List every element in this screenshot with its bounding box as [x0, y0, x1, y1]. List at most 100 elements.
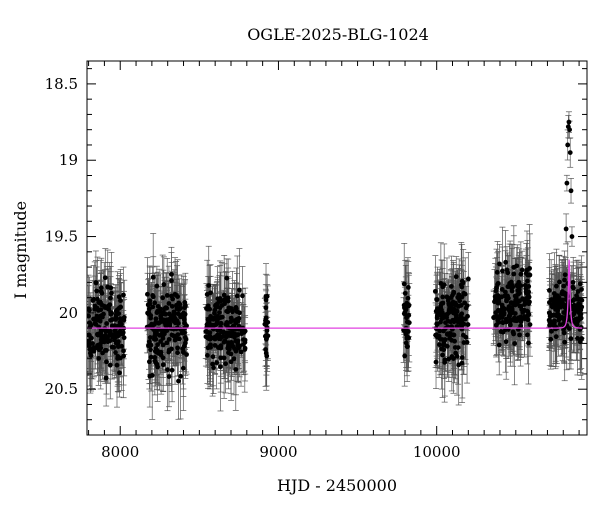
data-point — [93, 321, 99, 327]
data-point — [571, 297, 577, 302]
data-point — [87, 343, 92, 348]
data-point — [496, 316, 502, 322]
data-point — [117, 331, 123, 337]
data-point — [172, 337, 178, 343]
data-point — [567, 127, 572, 133]
data-point — [167, 347, 172, 353]
data-point — [404, 315, 409, 321]
data-point — [263, 347, 268, 352]
data-point — [207, 306, 213, 312]
data-point — [402, 353, 408, 359]
data-point — [213, 322, 218, 328]
data-point — [507, 313, 513, 319]
data-point — [218, 355, 224, 361]
data-point — [218, 320, 224, 326]
data-point — [547, 313, 553, 319]
data-point — [150, 292, 156, 298]
data-point — [404, 319, 410, 325]
data-point — [511, 271, 517, 277]
data-point — [562, 277, 567, 283]
data-point — [214, 360, 220, 366]
data-point — [546, 287, 552, 293]
data-point — [454, 354, 460, 359]
data-point — [459, 355, 465, 360]
data-point — [497, 261, 502, 267]
data-point — [99, 335, 104, 340]
data-point — [527, 266, 532, 271]
data-point — [115, 307, 120, 313]
data-point — [496, 342, 502, 348]
data-point — [549, 297, 555, 303]
data-point — [566, 326, 572, 331]
data-point — [521, 307, 527, 313]
data-point — [117, 370, 122, 376]
data-point — [548, 336, 554, 342]
data-point — [519, 267, 525, 273]
data-point — [115, 323, 121, 329]
data-point — [465, 322, 471, 327]
data-point — [156, 320, 162, 326]
data-point — [402, 290, 408, 296]
data-point — [433, 308, 439, 314]
data-point — [557, 322, 563, 327]
data-point — [147, 301, 153, 307]
data-point — [510, 301, 516, 307]
data-point — [568, 188, 574, 194]
data-point — [98, 313, 103, 319]
data-point — [550, 322, 556, 328]
data-point — [226, 342, 232, 348]
data-point — [434, 321, 440, 327]
data-point — [224, 334, 229, 340]
data-point — [97, 342, 103, 348]
data-point — [167, 316, 173, 322]
data-point — [507, 322, 513, 328]
data-point — [493, 288, 499, 294]
data-point — [94, 288, 100, 294]
data-point — [223, 361, 228, 367]
data-point — [212, 342, 218, 348]
data-point — [233, 338, 239, 344]
data-point — [518, 271, 524, 277]
data-point — [121, 314, 127, 320]
x-tick-label: 8000 — [101, 443, 139, 461]
data-point — [447, 336, 453, 341]
data-point — [549, 328, 554, 334]
data-point — [449, 308, 455, 314]
data-point — [158, 349, 164, 355]
data-point — [565, 142, 571, 148]
data-point — [527, 322, 533, 327]
data-point — [104, 347, 109, 353]
data-point — [108, 295, 113, 301]
data-point — [512, 341, 518, 346]
data-point — [242, 347, 248, 352]
data-point — [158, 313, 164, 319]
data-point — [513, 295, 519, 301]
data-point — [437, 311, 443, 316]
data-point — [169, 367, 175, 373]
data-point — [263, 294, 269, 299]
data-point — [401, 327, 406, 333]
data-point — [116, 294, 122, 300]
data-point — [449, 301, 455, 307]
data-point — [460, 280, 466, 286]
data-point — [180, 346, 186, 352]
data-point — [98, 288, 104, 294]
data-point — [150, 274, 156, 280]
data-point — [148, 313, 154, 318]
data-point — [436, 342, 442, 348]
data-point — [556, 295, 562, 300]
data-point — [405, 329, 411, 334]
data-point — [552, 302, 558, 308]
data-point — [153, 332, 158, 337]
x-axis-label: HJD - 2450000 — [277, 476, 397, 495]
data-point — [456, 303, 462, 309]
chart-title: OGLE-2025-BLG-1024 — [247, 25, 429, 44]
data-point — [156, 309, 162, 315]
data-point — [205, 345, 211, 351]
data-point — [118, 298, 123, 303]
data-point — [204, 352, 210, 358]
data-point — [442, 357, 448, 363]
data-point — [494, 269, 500, 275]
data-point — [152, 300, 158, 306]
data-point — [218, 335, 224, 340]
